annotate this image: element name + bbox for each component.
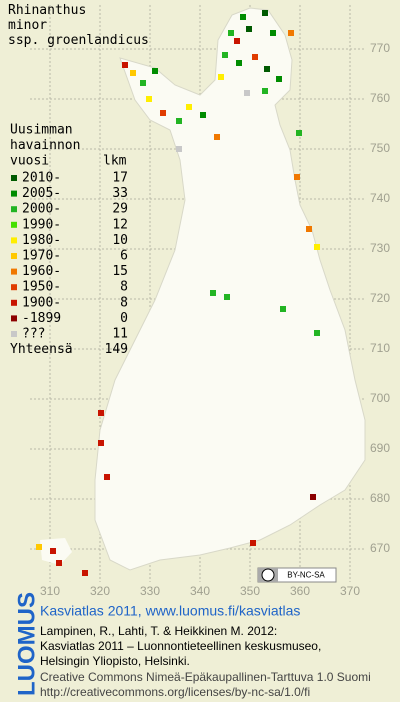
grid-label: 710 [370,341,390,355]
legend-heading: vuosi [10,154,49,169]
legend-count: 10 [112,233,128,248]
legend-count: 15 [112,264,128,279]
legend-label: 1980- [22,233,61,248]
legend-count: 12 [112,217,128,232]
total-count: 149 [105,342,128,357]
grid-label: 330 [140,584,160,598]
legend-swatch [11,268,17,275]
grid-label: 350 [240,584,260,598]
grid-label: 320 [90,584,110,598]
legend-count: 17 [112,171,128,186]
legend-label: -1899 [22,311,61,326]
legend-label: 2005- [22,186,61,201]
license-badge: BY-NC-SA [257,567,337,583]
legend-swatch [11,284,17,291]
grid-label: 670 [370,541,390,555]
legend-count-heading: lkm [103,154,127,169]
legend-count: 0 [120,311,128,326]
title-line: minor [8,18,47,33]
legend-label: ??? [22,327,45,342]
title-line: Rhinanthus [8,3,86,18]
grid-label: 340 [190,584,210,598]
license-line: http://creativecommons.org/licenses/by-n… [40,685,310,699]
total-label: Yhteensä [10,342,73,357]
grid-label: 760 [370,91,390,105]
legend-swatch [11,190,17,197]
grid-label: 310 [40,584,60,598]
legend-count: 33 [112,186,128,201]
legend-label: 1970- [22,249,61,264]
title-line: ssp. groenlandicus [8,33,149,48]
footer-link: Kasviatlas 2011, www.luomus.fi/kasviatla… [40,603,300,619]
grid-label: 770 [370,41,390,55]
legend-label: 1990- [22,217,61,232]
badge-text: BY-NC-SA [287,571,325,580]
grid-label: 740 [370,191,390,205]
title: Rhinanthus minor ssp. groenlandicus [8,3,149,48]
grid-label: 730 [370,241,390,255]
legend-count: 8 [120,295,128,310]
legend-label: 2010- [22,171,61,186]
legend-swatch [11,206,17,213]
grid-label: 360 [290,584,310,598]
legend-count: 8 [120,280,128,295]
legend-swatch [11,331,17,337]
legend-heading: Uusimman [10,123,73,138]
legend-count: 29 [112,202,128,217]
logo: LUOMUS [13,592,40,696]
grid-label: 750 [370,141,390,155]
grid-label: 370 [340,584,360,598]
legend-count: 11 [112,327,128,342]
grid-label: 690 [370,441,390,455]
grid-label: 720 [370,291,390,305]
legend-count: 6 [120,249,128,264]
legend-heading: havainnon [10,138,80,153]
grid-label: 680 [370,491,390,505]
legend-label: 1900- [22,295,61,310]
legend-label: 2000- [22,202,61,217]
legend-swatch [11,299,17,306]
finland-outline [94,7,366,571]
citation-line: Lampinen, R., Lahti, T. & Heikkinen M. 2… [40,624,277,638]
citation-line: Helsingin Yliopisto, Helsinki. [40,654,190,668]
citation-line: Kasviatlas 2011 – Luonnontieteellinen ke… [40,639,321,653]
legend-swatch [11,175,17,181]
legend-swatch [11,253,17,259]
legend-label: 1950- [22,280,61,295]
grid-label: 700 [370,391,390,405]
legend-swatch [11,315,17,322]
legend-swatch [11,221,17,228]
observation-squares [36,10,320,576]
legend-label: 1960- [22,264,61,279]
legend-swatch [11,237,17,244]
license-line: Creative Commons Nimeä-Epäkaupallinen-Ta… [40,670,371,684]
